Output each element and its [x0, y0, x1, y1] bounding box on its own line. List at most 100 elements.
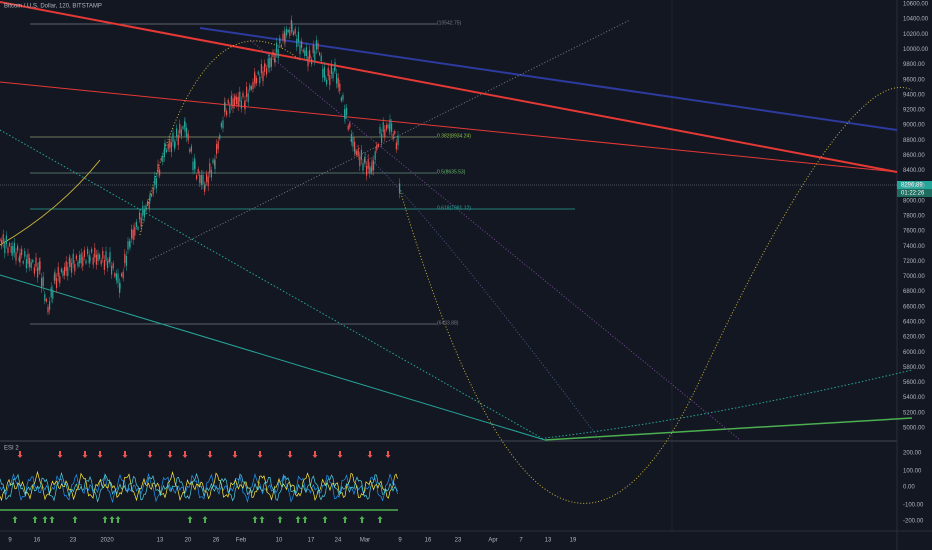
candle — [107, 260, 109, 269]
candle — [217, 141, 219, 150]
candle — [320, 55, 322, 62]
candle — [244, 100, 246, 110]
candle — [187, 133, 189, 141]
candle — [299, 44, 301, 55]
candle — [27, 253, 29, 264]
candle — [252, 81, 254, 90]
candle — [236, 96, 238, 105]
time-axis-label: 24 — [335, 538, 342, 544]
price-axis-label: 7600.00 — [903, 229, 925, 235]
candle — [366, 166, 368, 176]
countdown: 01:22:26 — [901, 191, 925, 197]
candle — [117, 273, 119, 283]
oscillator-line — [0, 471, 398, 503]
buy-arrow — [12, 516, 18, 523]
time-axis-label: 9 — [398, 538, 402, 544]
candle — [79, 255, 81, 264]
candle — [24, 250, 26, 257]
candle — [226, 110, 228, 116]
price-axis-label: 8800.00 — [903, 138, 925, 144]
candle — [382, 122, 384, 133]
candle — [214, 159, 216, 170]
candle — [349, 123, 351, 128]
candle — [309, 49, 311, 59]
buy-arrow — [359, 516, 365, 523]
candle — [269, 57, 271, 68]
candle — [167, 143, 169, 150]
candle — [274, 53, 276, 63]
candle — [266, 68, 268, 75]
candle — [204, 184, 206, 189]
indicator-title: ESI 2 — [4, 446, 19, 452]
candle — [367, 158, 369, 169]
candle — [139, 212, 141, 220]
candle — [189, 149, 191, 153]
candle — [227, 99, 229, 104]
buy-arrow — [377, 516, 383, 523]
candle — [324, 76, 326, 80]
candle — [199, 174, 201, 184]
candle — [45, 298, 47, 302]
candle — [29, 258, 31, 267]
candle — [391, 123, 393, 132]
buy-arrow — [295, 516, 301, 523]
price-axis-label: 10400.00 — [903, 17, 929, 23]
candle — [179, 124, 181, 134]
candle — [347, 125, 349, 130]
candle — [309, 54, 311, 59]
candle — [219, 134, 221, 139]
candle — [387, 124, 389, 129]
sell-arrow — [57, 451, 63, 458]
candle — [377, 144, 379, 147]
candle — [237, 96, 239, 107]
candle — [207, 176, 209, 187]
candle — [134, 226, 136, 236]
candle — [62, 270, 64, 276]
candle — [38, 262, 40, 271]
candle — [224, 102, 226, 111]
candle — [340, 97, 342, 101]
candle — [212, 159, 214, 164]
candle — [327, 67, 329, 77]
candle — [322, 68, 324, 78]
candle — [25, 259, 27, 269]
price-axis-label: 5000.00 — [903, 425, 925, 431]
candle — [114, 273, 116, 277]
candle — [37, 267, 39, 278]
candle — [291, 24, 293, 32]
candle — [250, 86, 252, 90]
candle — [232, 98, 234, 109]
candle — [293, 31, 295, 35]
candle — [121, 273, 123, 277]
candle — [259, 76, 261, 84]
candle — [354, 141, 356, 152]
candle — [379, 127, 381, 134]
candle — [262, 71, 264, 82]
price-axis-label: 5800.00 — [903, 365, 925, 371]
time-axis-label: Apr — [488, 538, 497, 544]
candle — [94, 247, 96, 258]
candle — [312, 44, 314, 54]
candle — [356, 151, 358, 155]
price-axis-label: 6200.00 — [903, 335, 925, 341]
candle — [249, 85, 251, 91]
last-price-box — [897, 181, 932, 189]
price-axis-label: 5200.00 — [903, 410, 925, 416]
time-axis-label: 7 — [519, 538, 523, 544]
candle — [160, 158, 162, 161]
candle — [56, 278, 58, 288]
candle — [264, 64, 266, 67]
candle — [1, 240, 3, 247]
candle — [152, 187, 154, 194]
candle — [272, 51, 274, 57]
candle — [159, 169, 161, 176]
candle — [307, 56, 309, 67]
candle — [206, 174, 208, 182]
candle — [132, 229, 134, 240]
candle — [77, 261, 79, 267]
candle — [242, 92, 244, 98]
buy-arrow — [187, 516, 193, 523]
candle — [267, 58, 269, 68]
candle — [21, 248, 23, 256]
